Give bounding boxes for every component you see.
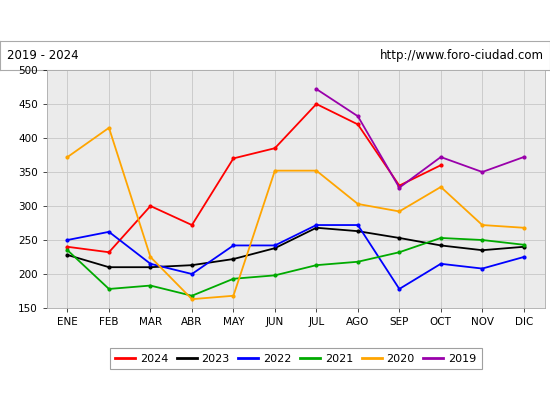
2024: [189, 223, 195, 228]
2023: [313, 225, 320, 230]
2023: [396, 236, 403, 240]
2020: [272, 168, 278, 173]
2023: [64, 252, 71, 257]
2021: [479, 238, 486, 242]
Text: http://www.foro-ciudad.com: http://www.foro-ciudad.com: [379, 49, 543, 62]
2021: [396, 250, 403, 255]
2024: [147, 204, 154, 208]
2020: [479, 223, 486, 228]
2023: [106, 265, 112, 270]
2023: [147, 265, 154, 270]
2021: [355, 259, 361, 264]
2023: [230, 257, 236, 262]
2024: [437, 163, 444, 168]
2020: [64, 155, 71, 160]
2023: [437, 243, 444, 248]
2024: [396, 183, 403, 188]
2021: [189, 293, 195, 298]
2023: [520, 244, 527, 249]
2022: [106, 230, 112, 234]
2019: [355, 114, 361, 119]
2019: [520, 155, 527, 160]
Line: 2019: 2019: [315, 88, 525, 189]
2024: [313, 102, 320, 106]
Line: 2021: 2021: [66, 236, 525, 297]
2021: [147, 283, 154, 288]
2023: [272, 246, 278, 250]
2019: [437, 155, 444, 160]
2020: [396, 209, 403, 214]
2024: [355, 122, 361, 127]
Text: Evolucion Nº Turistas Extranjeros en el municipio de Picanya: Evolucion Nº Turistas Extranjeros en el …: [53, 14, 497, 28]
2022: [520, 255, 527, 260]
2021: [272, 273, 278, 278]
Line: 2024: 2024: [66, 103, 442, 254]
Text: 2019 - 2024: 2019 - 2024: [7, 49, 78, 62]
2020: [106, 125, 112, 130]
Line: 2022: 2022: [66, 224, 525, 290]
Line: 2020: 2020: [66, 126, 525, 300]
2021: [437, 236, 444, 240]
2022: [230, 243, 236, 248]
2022: [147, 262, 154, 266]
2020: [437, 184, 444, 189]
2019: [313, 87, 320, 92]
2019: [479, 170, 486, 174]
2019: [396, 185, 403, 190]
Legend: 2024, 2023, 2022, 2021, 2020, 2019: 2024, 2023, 2022, 2021, 2020, 2019: [109, 348, 482, 369]
2021: [64, 248, 71, 253]
2022: [396, 286, 403, 291]
2023: [355, 229, 361, 234]
2024: [230, 156, 236, 161]
Line: 2023: 2023: [66, 226, 525, 268]
2022: [437, 262, 444, 266]
2022: [272, 243, 278, 248]
2021: [520, 242, 527, 247]
2020: [520, 225, 527, 230]
2022: [355, 223, 361, 228]
2024: [64, 244, 71, 249]
2020: [355, 202, 361, 206]
2022: [479, 266, 486, 271]
2020: [313, 168, 320, 173]
2021: [313, 263, 320, 268]
2022: [313, 223, 320, 228]
2021: [106, 286, 112, 291]
2024: [106, 250, 112, 255]
2022: [189, 272, 195, 276]
2020: [147, 255, 154, 260]
2023: [189, 263, 195, 268]
2020: [230, 293, 236, 298]
2024: [272, 146, 278, 150]
2022: [64, 238, 71, 242]
2021: [230, 276, 236, 281]
2023: [479, 248, 486, 253]
2020: [189, 297, 195, 302]
